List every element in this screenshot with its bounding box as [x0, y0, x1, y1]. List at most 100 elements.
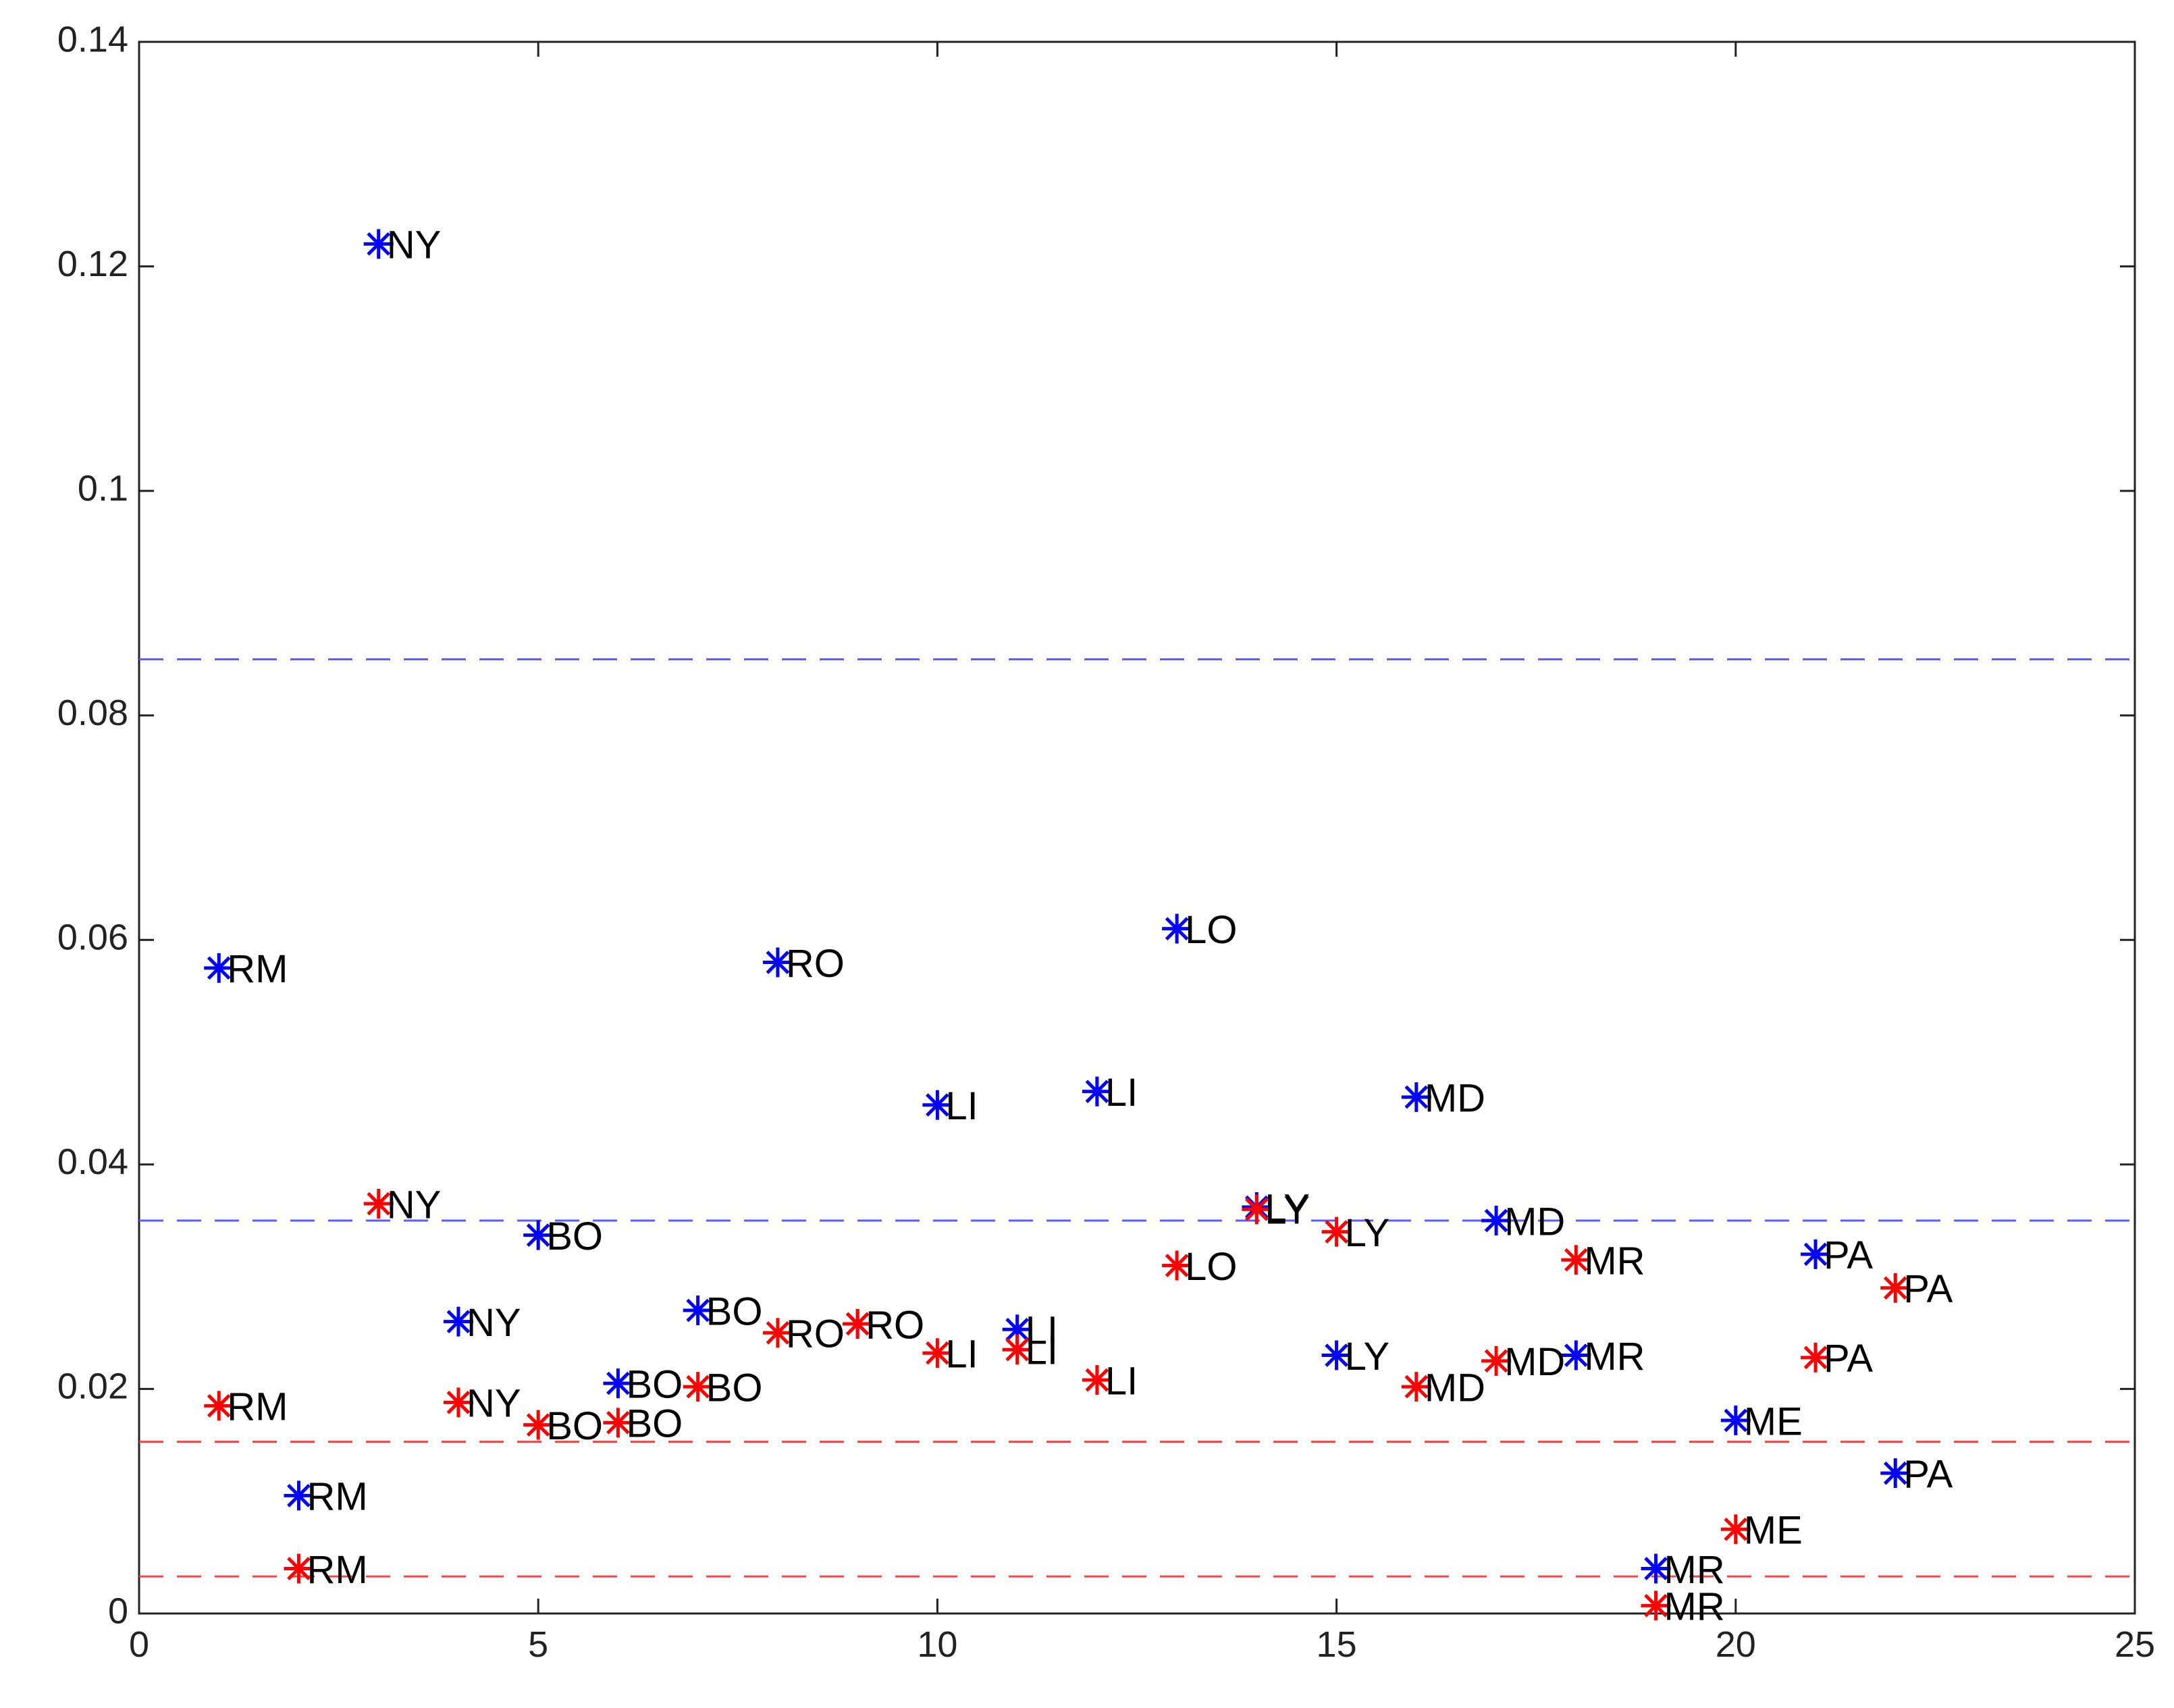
point-label: LI: [1026, 1309, 1058, 1353]
marker: [683, 1372, 713, 1402]
point-label: RO: [866, 1303, 924, 1347]
marker: [1162, 1250, 1192, 1281]
x-tick-label: 10: [917, 1624, 957, 1665]
point-label: PA: [1903, 1452, 1953, 1496]
point-label: LI: [1105, 1071, 1138, 1115]
point-label: MR: [1584, 1239, 1645, 1283]
point-label: MD: [1425, 1076, 1485, 1120]
marker: [1162, 913, 1192, 944]
marker: [1801, 1342, 1831, 1372]
marker: [363, 229, 394, 259]
point-label: LI: [945, 1333, 978, 1377]
marker: [603, 1408, 633, 1438]
marker: [1082, 1365, 1112, 1395]
x-tick-label: 15: [1317, 1624, 1357, 1665]
marker: [1401, 1372, 1431, 1402]
marker: [1321, 1340, 1352, 1370]
y-tick-label: 0.02: [57, 1366, 128, 1407]
point-label: RO: [866, 1303, 924, 1347]
point-label: MD: [1504, 1200, 1565, 1244]
y-tick-label: 0.08: [57, 693, 128, 733]
point-label: RM: [227, 1385, 288, 1429]
marker: [1801, 1239, 1831, 1269]
point-label: LY: [1345, 1335, 1390, 1379]
point-label: LY: [1345, 1211, 1390, 1255]
x-tick-label: 20: [1716, 1624, 1756, 1665]
marker: [1401, 1082, 1431, 1113]
point-label: ME: [1744, 1509, 1803, 1553]
marker: [1002, 1314, 1032, 1345]
point-label: LI: [1105, 1359, 1138, 1403]
y-tick-label: 0.04: [57, 1142, 128, 1182]
point-label: LO: [1185, 1245, 1237, 1289]
marker: [1720, 1514, 1751, 1545]
point-label: MD: [1504, 1340, 1565, 1384]
point-label: LI: [1026, 1329, 1058, 1373]
x-tick-label: 0: [129, 1624, 149, 1665]
point-label: NY: [387, 223, 442, 267]
marker: [284, 1553, 314, 1584]
marker: [284, 1480, 314, 1511]
point-label: RO: [786, 942, 845, 986]
plot-frame: [138, 41, 2136, 1615]
point-label: NY: [387, 1183, 442, 1227]
x-tick-label: 25: [2115, 1624, 2155, 1665]
point-label: BO: [706, 1289, 763, 1333]
point-label: MD: [1425, 1366, 1485, 1410]
point-label: LY: [1265, 1186, 1310, 1230]
marker: [1002, 1335, 1032, 1365]
point-label: BO: [546, 1404, 603, 1448]
point-label: PA: [1824, 1233, 1873, 1277]
point-label: PA: [1903, 1267, 1953, 1311]
point-label: NY: [467, 1301, 521, 1345]
point-label: RO: [786, 1312, 845, 1356]
marker: [204, 1391, 234, 1421]
point-label: RM: [227, 947, 288, 991]
marker: [1481, 1345, 1512, 1376]
point-label: LY: [1265, 1189, 1310, 1233]
marker: [1321, 1217, 1352, 1247]
point-label: PA: [1824, 1337, 1873, 1381]
marker: [922, 1338, 953, 1368]
marker: [443, 1306, 473, 1337]
y-tick-label: 0: [108, 1591, 128, 1631]
marker: [922, 1090, 953, 1120]
point-label: BO: [706, 1366, 763, 1410]
marker: [603, 1368, 633, 1399]
point-label: BO: [546, 1215, 603, 1258]
marker: [1561, 1245, 1591, 1275]
marker: [1242, 1194, 1272, 1225]
marker: [1082, 1076, 1112, 1106]
marker: [1641, 1553, 1671, 1584]
marker: [683, 1296, 713, 1326]
point-label: NY: [467, 1382, 521, 1426]
marker: [523, 1220, 554, 1250]
marker: [843, 1308, 873, 1339]
y-tick-label: 0.06: [57, 917, 128, 958]
point-label: BO: [626, 1362, 683, 1406]
y-tick-label: 0.14: [57, 19, 128, 59]
y-tick-label: 0.12: [57, 244, 128, 284]
point-label: ME: [1744, 1399, 1803, 1443]
marker: [204, 953, 234, 983]
marker: [523, 1410, 554, 1440]
point-label: RM: [307, 1548, 367, 1592]
marker: [443, 1387, 473, 1418]
point-label: MR: [1584, 1335, 1645, 1379]
marker: [1880, 1458, 1911, 1489]
point-label: LI: [945, 1084, 978, 1128]
point-label: BO: [626, 1402, 683, 1446]
marker: [1641, 1591, 1671, 1621]
marker: [762, 1318, 793, 1348]
point-label: RM: [307, 1475, 367, 1519]
x-tick-label: 5: [528, 1624, 548, 1665]
marker: [1720, 1405, 1751, 1435]
marker: [1561, 1340, 1591, 1370]
marker: [1880, 1273, 1911, 1303]
point-label: MR: [1664, 1548, 1725, 1592]
point-label: MR: [1664, 1585, 1725, 1629]
marker: [1481, 1206, 1512, 1235]
point-label: LO: [1185, 908, 1237, 952]
marker: [363, 1189, 394, 1219]
